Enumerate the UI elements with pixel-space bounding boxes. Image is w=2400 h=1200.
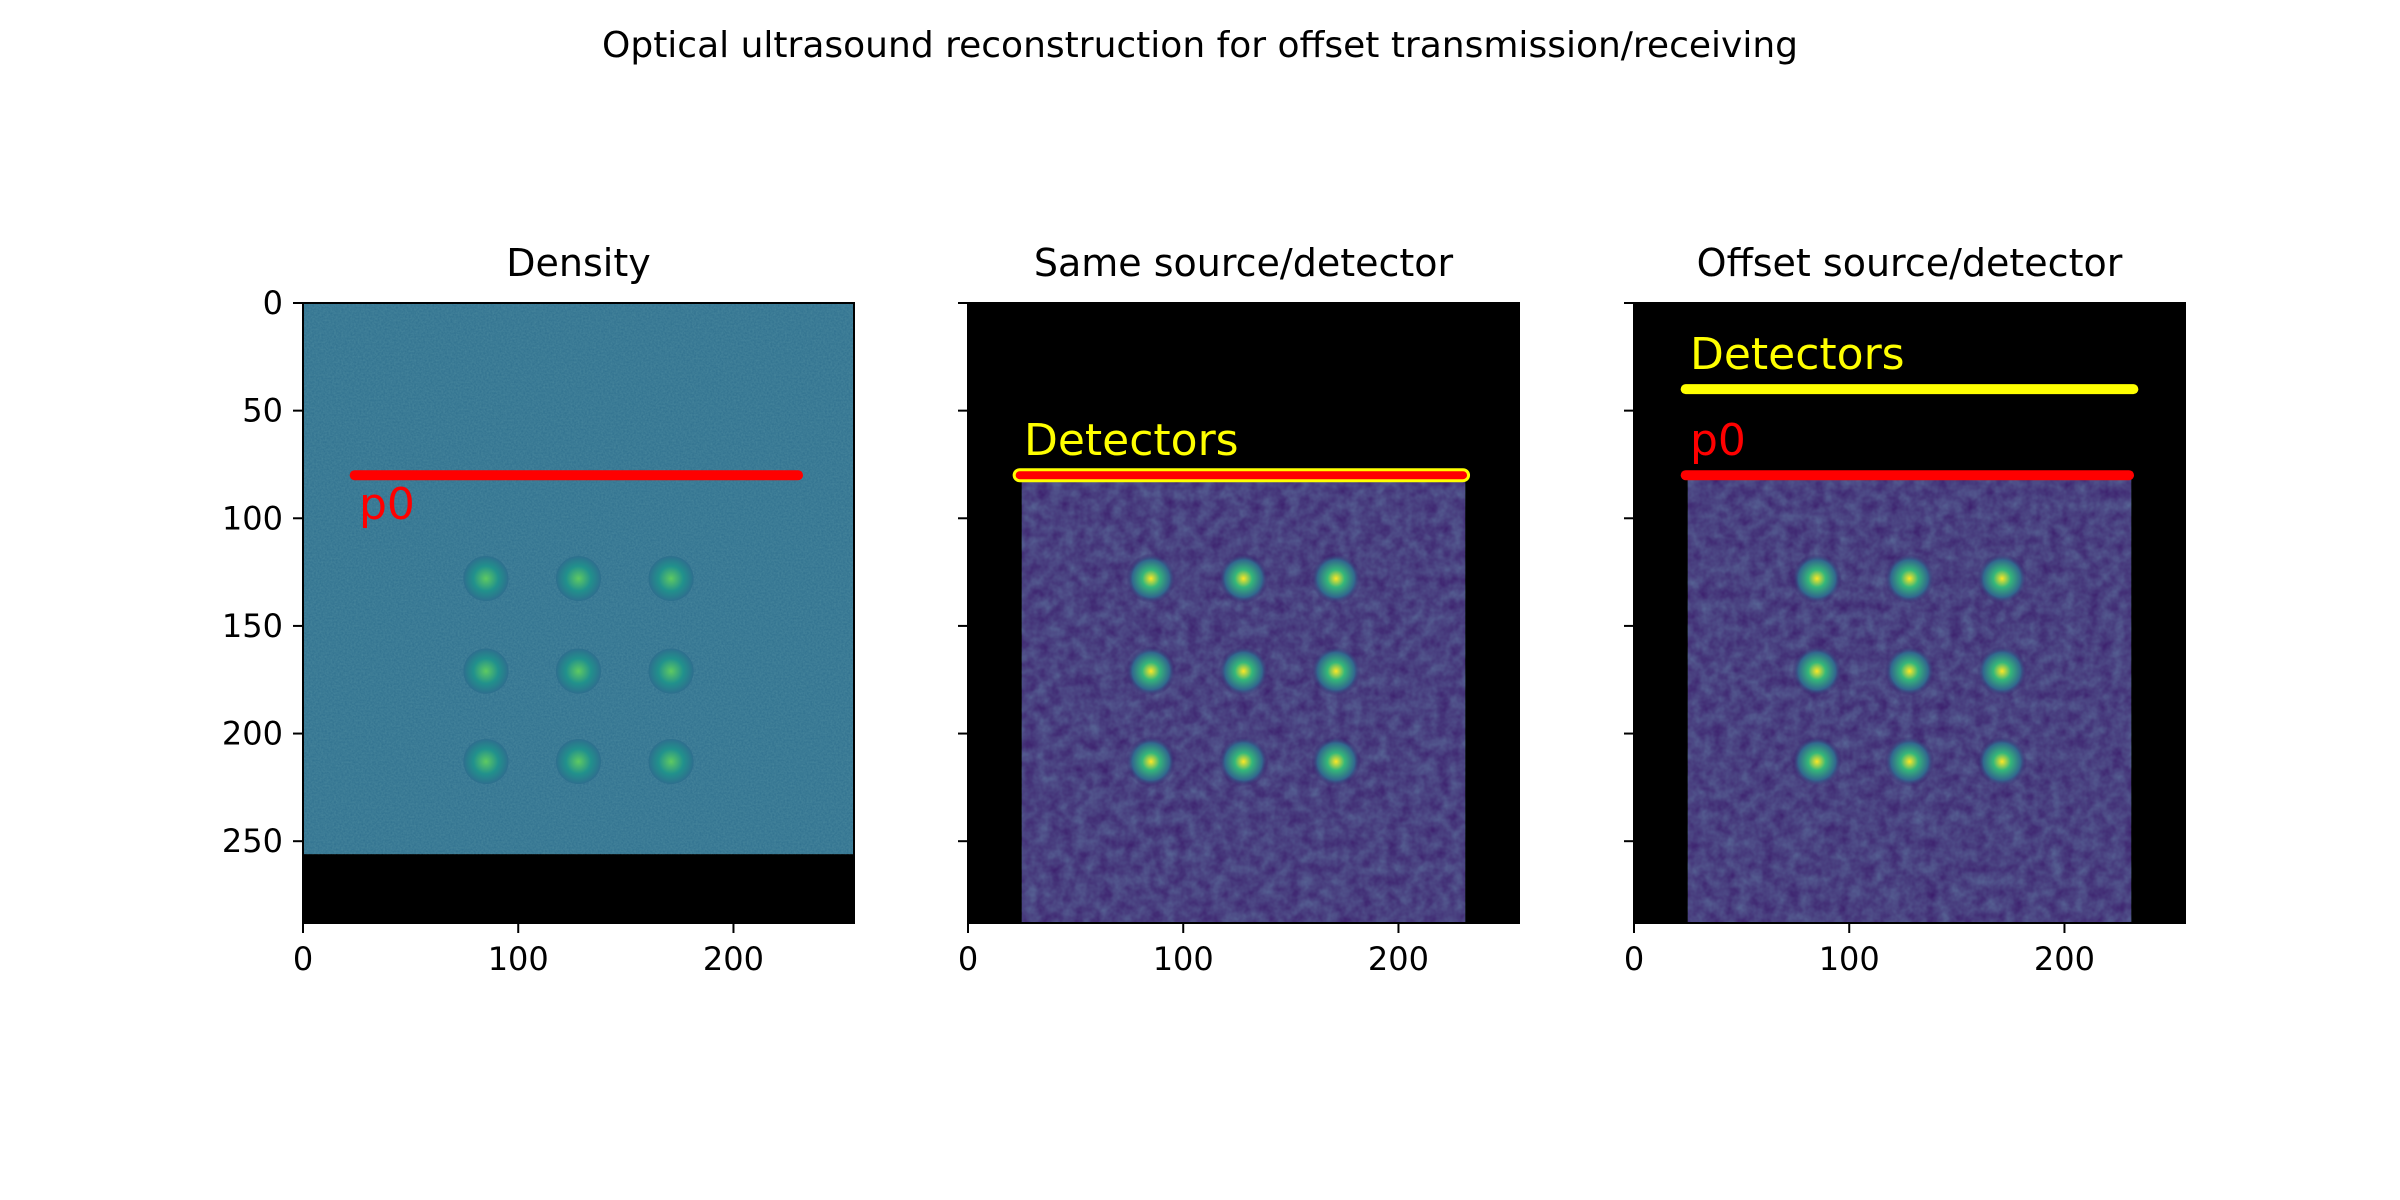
axes-frame [1633,302,2186,924]
inclusion-6 [1311,646,1361,696]
inclusion-5 [555,648,602,694]
axes-frame [302,302,855,924]
inclusion-6 [1977,646,2027,696]
inclusion-6 [648,648,694,694]
inclusion-1 [463,555,509,602]
xtick-label-100: 100 [1819,940,1880,978]
inclusion-3 [1311,553,1361,604]
xtick-label-100: 100 [488,940,549,978]
inclusion-9 [648,738,694,785]
inclusion-7 [1126,736,1176,787]
image-texture [1021,477,1466,923]
inclusion-1 [1792,553,1842,604]
panel-title: Offset source/detector [1697,241,2123,285]
xtick-label-100: 100 [1153,940,1214,978]
image-texture [1687,477,2132,923]
inclusion-2 [1218,553,1269,604]
xtick-label-200: 200 [703,940,764,978]
inclusion-8 [1884,736,1935,787]
inclusion-3 [648,555,694,602]
ytick-label-200: 200 [222,715,283,753]
inclusion-8 [1218,736,1269,787]
xtick-label-200: 200 [2034,940,2095,978]
xtick-label-0: 0 [958,940,978,978]
inclusion-4 [1792,646,1842,696]
inclusion-7 [1792,736,1842,787]
inclusion-3 [1977,553,2027,604]
axes-frame [967,302,1520,924]
ytick-label-0: 0 [263,284,283,322]
panel-title: Same source/detector [1034,241,1454,285]
xtick-label-0: 0 [293,940,313,978]
xtick-label-0: 0 [1624,940,1644,978]
label-detectors: Detectors [1024,415,1239,466]
inclusion-4 [1126,646,1176,696]
label-detectors: Detectors [1690,329,1905,380]
ytick-label-250: 250 [222,822,283,860]
inclusion-5 [1884,646,1935,696]
panel-title: Density [506,241,650,285]
inclusion-2 [555,555,602,602]
inclusion-1 [1126,553,1176,604]
inclusion-9 [1977,736,2027,787]
axes-density: p0 0 100 200 0 50 100 150 200 250 Density [222,241,855,978]
inclusion-9 [1311,736,1361,787]
inclusion-8 [555,738,602,785]
axes-same-source-detector: Detectors 0 100 200 Same source/detector [958,241,1520,978]
axes-offset-source-detector: Detectors p0 0 100 200 Offset source/detector [1624,241,2186,978]
inclusion-4 [463,648,509,694]
ytick-label-100: 100 [222,499,283,537]
ytick-label-150: 150 [222,607,283,645]
xtick-label-200: 200 [1368,940,1429,978]
label-p0: p0 [1690,415,1746,466]
figure-title: Optical ultrasound reconstruction for of… [602,25,1798,66]
inclusion-7 [463,738,509,785]
inclusion-5 [1218,646,1269,696]
inclusion-2 [1884,553,1935,604]
ytick-label-50: 50 [242,392,283,430]
label-p0: p0 [359,479,415,530]
